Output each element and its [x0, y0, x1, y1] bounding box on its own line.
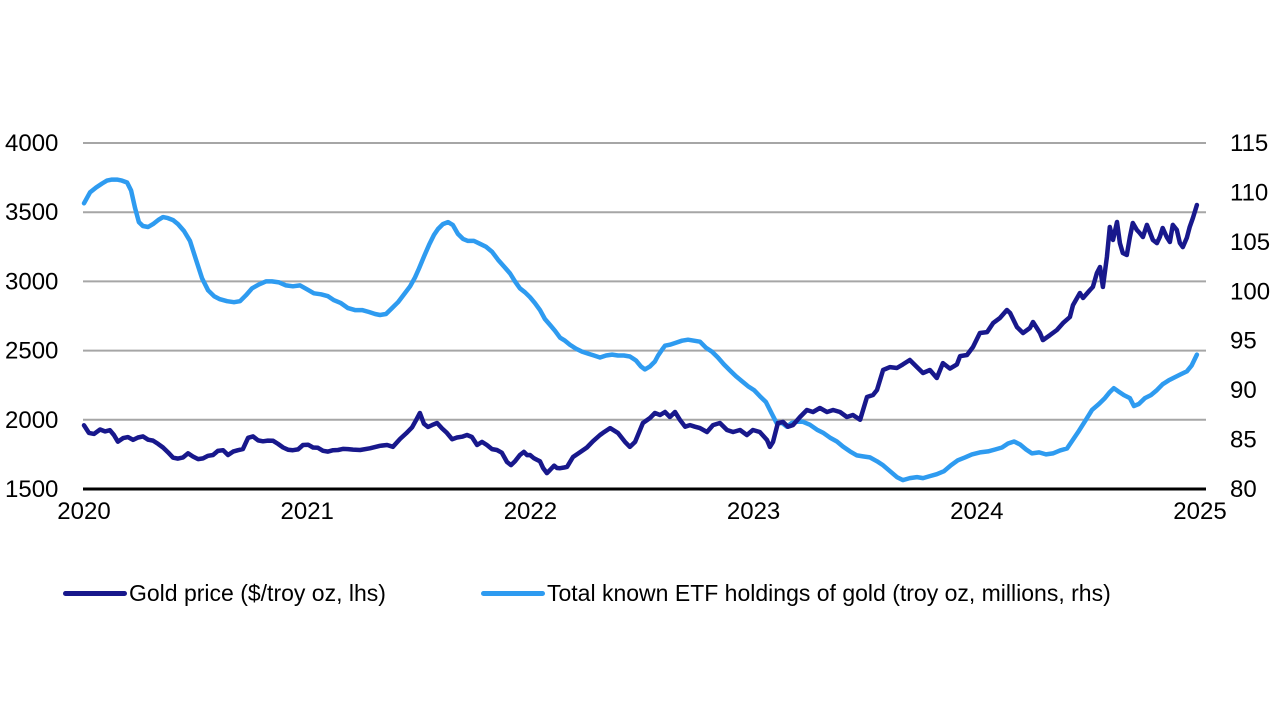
legend-item-etf-holdings: Total known ETF holdings of gold (troy o… — [481, 578, 1111, 608]
right-axis-tick-label: 80 — [1230, 476, 1257, 503]
right-axis-tick-label: 105 — [1230, 229, 1270, 256]
legend-label-etf-holdings: Total known ETF holdings of gold (troy o… — [547, 580, 1111, 606]
legend-label-gold-price: Gold price ($/troy oz, lhs) — [129, 580, 386, 606]
right-axis-tick-label: 95 — [1230, 328, 1257, 355]
chart-legend: Gold price ($/troy oz, lhs) Total known … — [0, 578, 1280, 608]
right-axis-tick-label: 115 — [1230, 130, 1268, 157]
x-axis-tick-label: 2025 — [1173, 498, 1226, 525]
right-axis-tick-label: 90 — [1230, 377, 1257, 404]
legend-item-gold-price: Gold price ($/troy oz, lhs) — [63, 578, 386, 608]
left-axis-tick-label: 2000 — [5, 407, 58, 434]
x-axis-tick-label: 2020 — [57, 498, 110, 525]
right-axis-tick-label: 85 — [1230, 427, 1257, 454]
right-axis-tick-label: 110 — [1230, 179, 1268, 206]
left-axis-tick-label: 2500 — [5, 338, 58, 365]
etf-holdings-line-swatch-icon — [481, 590, 545, 596]
x-axis-tick-label: 2023 — [727, 498, 780, 525]
x-axis-tick-label: 2022 — [504, 498, 557, 525]
left-axis-tick-label: 1500 — [5, 476, 58, 503]
gold-price-line — [81, 202, 1200, 476]
left-axis-tick-label: 4000 — [5, 130, 58, 157]
x-axis-tick-label: 2021 — [281, 498, 334, 525]
right-axis-tick-label: 100 — [1230, 278, 1270, 305]
gold-price-line-swatch-icon — [63, 590, 127, 596]
etf-holdings-line — [81, 177, 1200, 483]
left-axis-tick-label: 3000 — [5, 268, 58, 295]
x-axis-tick-label: 2024 — [950, 498, 1003, 525]
left-axis-tick-label: 3500 — [5, 199, 58, 226]
